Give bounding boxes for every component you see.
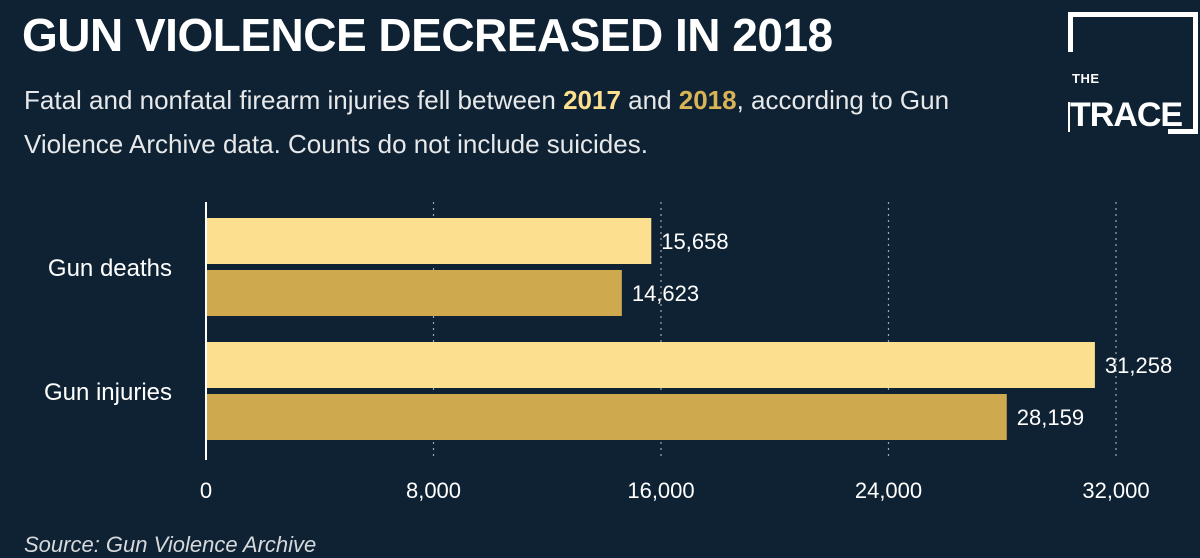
subtitle-text-1: Fatal and nonfatal firearm injuries fell…: [24, 85, 564, 115]
logo-the-text: THE: [1072, 71, 1100, 86]
source-note: Source: Gun Violence Archive: [24, 532, 317, 557]
x-tick-label: 8,000: [406, 478, 461, 503]
subtitle-year-2018: 2018: [678, 85, 737, 115]
subtitle-text-2: and: [620, 85, 679, 115]
chart-subtitle: Fatal and nonfatal firearm injuries fell…: [24, 78, 1054, 166]
category-label: Gun deaths: [48, 255, 172, 282]
subtitle-text-3: , according to Gun Violence Archive data…: [24, 85, 950, 159]
x-tick-label: 24,000: [855, 478, 922, 503]
chart-title: GUN VIOLENCE DECREASED IN 2018: [22, 9, 833, 61]
the-trace-logo: THE TRACE: [1068, 12, 1200, 134]
logo-trace-text: TRACE: [1070, 98, 1187, 132]
bar-chart: Gun deaths 15,658 14,623 Gun injuries 31,258…: [44, 202, 1172, 503]
x-tick-label: 16,000: [627, 478, 694, 503]
bar-2017: [206, 342, 1095, 388]
x-tick-label: 32,000: [1082, 478, 1149, 503]
subtitle-year-2017: 2017: [563, 85, 621, 115]
bar-2018: [206, 394, 1007, 440]
data-label: 14,623: [632, 281, 699, 306]
x-tick-label: 0: [200, 478, 212, 503]
data-label: 28,159: [1017, 405, 1084, 430]
category-label: Gun injuries: [44, 379, 172, 406]
bar-2017: [206, 218, 652, 264]
bar-2018: [206, 270, 622, 316]
data-label: 15,658: [661, 229, 728, 254]
data-label: 31,258: [1105, 353, 1172, 378]
